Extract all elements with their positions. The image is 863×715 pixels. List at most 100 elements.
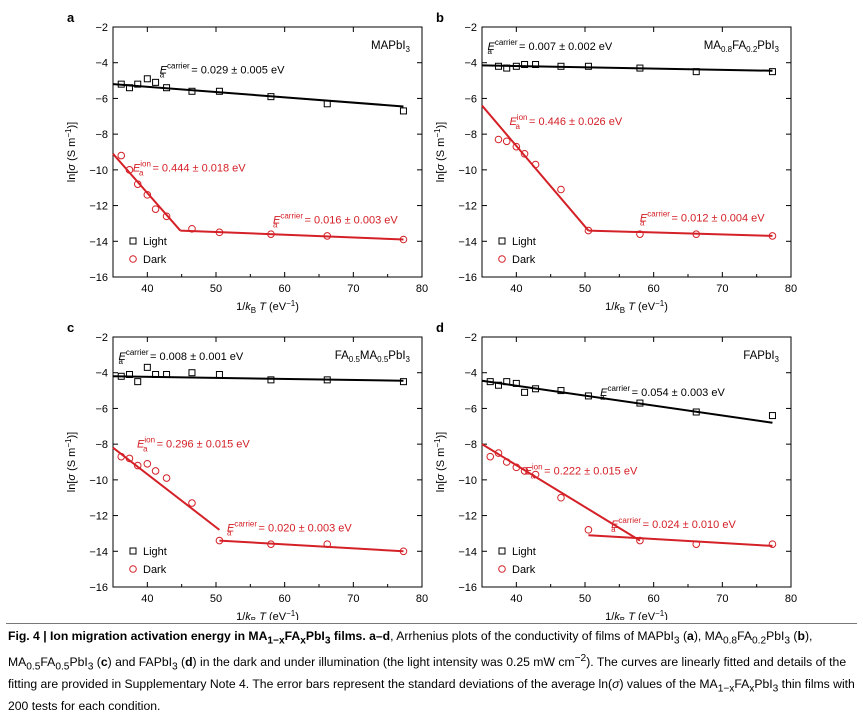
x-tick-label: 50 xyxy=(579,283,591,295)
data-point-dark xyxy=(188,224,196,233)
chart-panel-b: b 40 50 60 70 80 −2 −4 −6 −8 −10 −12 −14 −16 1/kB T (e… xyxy=(433,10,797,315)
fit-line-light xyxy=(112,83,404,108)
x-tick-label: 50 xyxy=(579,593,591,605)
data-point-light xyxy=(117,80,125,88)
activation-energy-carrier: Ecarrier a = 0.024 ± 0.010 eV xyxy=(611,516,736,534)
data-point-dark xyxy=(636,536,644,545)
data-point-light xyxy=(143,363,151,371)
data-point-dark xyxy=(133,180,142,188)
y-tick-label: −14 xyxy=(89,546,108,558)
data-point-light xyxy=(125,84,133,92)
y-axis-label: ln[σ (S m−1)] xyxy=(64,432,78,492)
data-point-dark xyxy=(267,540,275,548)
y-tick-label: −14 xyxy=(458,236,477,248)
data-point-dark xyxy=(117,452,126,461)
x-tick-label: 80 xyxy=(416,593,428,605)
data-point-light xyxy=(152,78,160,86)
legend-marker-light xyxy=(498,237,506,245)
activation-energy-carrier: Ecarrier a = 0.016 ± 0.003 eV xyxy=(273,211,398,229)
y-tick-label: −12 xyxy=(89,201,108,213)
data-point-light xyxy=(134,80,142,88)
y-tick-label: −16 xyxy=(458,582,477,594)
y-tick-label: −2 xyxy=(464,332,477,344)
panel-letter: d xyxy=(436,320,444,335)
panel-title: MAPbI3 xyxy=(371,40,411,54)
data-point-light xyxy=(163,84,171,92)
data-point-dark xyxy=(151,467,160,475)
data-point-dark xyxy=(399,235,408,244)
data-point-light xyxy=(584,62,592,70)
data-point-dark xyxy=(636,230,644,238)
x-tick-label: 40 xyxy=(510,283,522,295)
data-point-dark xyxy=(267,230,275,238)
data-point-dark xyxy=(584,226,593,235)
x-axis-label: 1/kB T (eV−1) xyxy=(236,299,299,315)
data-point-light xyxy=(117,372,125,380)
y-tick-label: −14 xyxy=(458,546,477,558)
data-point-light xyxy=(532,385,540,393)
data-point-dark xyxy=(584,526,593,534)
y-tick-label: −4 xyxy=(95,368,108,380)
y-axis-label: ln[σ (S m−1)] xyxy=(433,122,447,182)
x-tick-label: 60 xyxy=(279,593,291,605)
chart-panel-d: d 40 50 60 70 80 −2 −4 −6 −8 −10 −12 −14 −16 1/kB T (e… xyxy=(433,320,797,620)
data-point-light xyxy=(768,412,776,420)
fit-line-dark xyxy=(180,229,404,241)
data-point-dark xyxy=(494,449,503,457)
y-tick-label: −6 xyxy=(95,403,108,415)
y-tick-label: −2 xyxy=(464,22,477,34)
data-point-light xyxy=(188,369,196,377)
data-point-dark xyxy=(502,137,511,146)
y-tick-label: −2 xyxy=(95,22,108,34)
y-tick-label: −2 xyxy=(95,332,108,344)
legend-label-dark: Dark xyxy=(143,254,167,266)
caption-title: Fig. 4 | Ion migration activation energy… xyxy=(8,629,391,647)
x-tick-label: 50 xyxy=(210,283,222,295)
activation-energy-carrier: Ecarrier a = 0.029 ± 0.005 eV xyxy=(160,61,285,79)
data-point-dark xyxy=(768,232,777,240)
data-point-light xyxy=(486,378,494,386)
x-tick-label: 40 xyxy=(141,593,153,605)
y-tick-label: −12 xyxy=(458,511,477,523)
data-point-light xyxy=(152,371,160,378)
y-tick-label: −8 xyxy=(464,439,477,451)
data-point-dark xyxy=(162,474,171,482)
data-point-light xyxy=(267,93,275,101)
panel-title: FA0.5MA0.5PbI3 xyxy=(335,350,411,364)
y-tick-label: −16 xyxy=(89,272,108,284)
fit-line-light xyxy=(481,64,773,72)
y-tick-label: −12 xyxy=(458,201,477,213)
x-tick-label: 70 xyxy=(716,283,728,295)
data-point-light xyxy=(494,62,502,70)
data-point-light xyxy=(494,381,502,389)
legend-marker-dark xyxy=(129,565,137,573)
activation-energy-carrier: Ecarrier a = 0.008 ± 0.001 eV xyxy=(118,348,243,366)
data-point-dark xyxy=(125,454,134,463)
x-tick-label: 70 xyxy=(347,283,359,295)
legend-label-light: Light xyxy=(143,236,167,248)
data-point-light xyxy=(143,75,151,83)
data-point-light xyxy=(399,107,407,115)
data-point-light xyxy=(692,68,700,76)
y-tick-label: −6 xyxy=(464,93,477,105)
fit-line-dark xyxy=(481,443,641,542)
data-point-light xyxy=(267,376,275,384)
y-axis-label: ln[σ (S m−1)] xyxy=(64,122,78,182)
panel-letter: c xyxy=(67,320,74,335)
legend-marker-dark xyxy=(498,255,506,263)
y-tick-label: −6 xyxy=(95,93,108,105)
data-point-light xyxy=(163,371,171,378)
y-tick-label: −8 xyxy=(95,439,108,451)
data-point-light xyxy=(188,87,196,95)
fit-line-light xyxy=(481,379,773,424)
panel-title: FAPbI3 xyxy=(743,350,779,364)
data-point-light xyxy=(215,87,223,95)
chart-panel-a: a 40 50 60 70 80 −2 −4 −6 −8 −10 −12 −14 −16 1/kB T (e… xyxy=(64,10,428,315)
plot-frame xyxy=(112,26,423,278)
figure-4-panels: a 40 50 60 70 80 −2 −4 −6 −8 −10 −12 −14 −16 1/kB T (e… xyxy=(64,10,797,620)
y-tick-label: −10 xyxy=(89,475,108,487)
data-point-dark xyxy=(520,149,529,158)
data-point-light xyxy=(768,68,776,76)
x-axis-label: 1/kB T (eV−1) xyxy=(605,609,668,620)
plot-frame xyxy=(112,336,423,588)
